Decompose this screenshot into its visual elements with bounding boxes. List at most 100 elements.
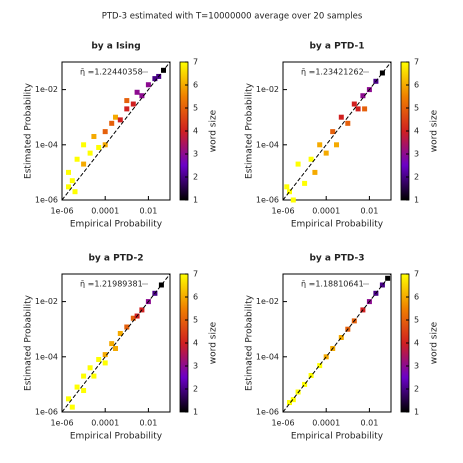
- colorbar-tick-label: 3: [414, 362, 419, 371]
- x-tick-label: 1e-06: [50, 419, 73, 428]
- colorbar-label: word size: [430, 321, 440, 364]
- scatter-point: [87, 150, 93, 156]
- scatter-point: [323, 354, 329, 360]
- scatter-point: [66, 184, 72, 190]
- x-tick-label: 0.0001: [312, 207, 340, 216]
- y-tick-label: 1e-06: [256, 196, 279, 205]
- scatter-point: [91, 373, 97, 379]
- colorbar-tick-label: 6: [414, 81, 419, 90]
- scatter-point: [290, 197, 296, 203]
- colorbar-tick-label: 3: [193, 362, 198, 371]
- diagonal-reference: [61, 61, 171, 201]
- y-tick-label: 1e-04: [256, 352, 279, 361]
- colorbar-tick-label: 2: [414, 385, 419, 394]
- scatter-point: [72, 189, 78, 195]
- scatter-point: [102, 142, 108, 148]
- scatter-point: [295, 161, 301, 167]
- scatter-point: [287, 189, 293, 195]
- colorbar-tick-label: 1: [193, 196, 198, 205]
- colorbar-tick-label: 1: [193, 408, 198, 417]
- y-tick-label: 1e-04: [256, 140, 279, 149]
- x-tick-label: 1e-06: [271, 419, 294, 428]
- scatter-point: [139, 93, 145, 99]
- scatter-point: [355, 106, 361, 112]
- y-tick-label: 1e-02: [256, 85, 279, 94]
- scatter-point: [338, 335, 344, 341]
- annotation: η̄ =1.21989381: [80, 280, 143, 289]
- scatter-point: [102, 129, 108, 135]
- scatter-point: [69, 178, 75, 184]
- scatter-point: [338, 114, 344, 120]
- colorbar-tick-label: 4: [414, 339, 419, 348]
- y-tick-label: 1e-04: [35, 140, 58, 149]
- scatter-point: [158, 282, 164, 288]
- scatter-point: [334, 142, 340, 148]
- colorbar-tick-label: 4: [193, 339, 198, 348]
- x-tick-label: 0.01: [139, 207, 157, 216]
- scatter-point: [87, 365, 93, 371]
- y-axis-label: Estimated Probability: [24, 82, 34, 179]
- colorbar-tick-label: 2: [193, 385, 198, 394]
- scatter-point: [323, 150, 329, 156]
- scatter-point: [81, 161, 87, 167]
- x-tick-label: 0.0001: [91, 207, 119, 216]
- colorbar-tick-label: 5: [193, 104, 198, 113]
- scatter-point: [113, 114, 119, 120]
- scatter-point: [317, 142, 323, 148]
- y-axis-label: Estimated Probability: [245, 82, 255, 179]
- scatter-point: [308, 373, 314, 379]
- panel-title: by a PTD-1: [309, 42, 364, 52]
- x-tick-label: 0.01: [139, 419, 157, 428]
- annotation: η̄ =1.22440358: [80, 68, 143, 77]
- colorbar-tick-label: 4: [193, 127, 198, 136]
- y-tick-label: 1e-02: [256, 297, 279, 306]
- scatter-point: [66, 169, 72, 175]
- annotation: η̄ =1.18810641: [301, 280, 364, 289]
- scatter-point: [152, 76, 158, 82]
- colorbar-tick-label: 7: [414, 58, 419, 67]
- plot-frame: [61, 61, 171, 201]
- panel-title: by a Ising: [91, 42, 140, 52]
- scatter-point: [345, 120, 351, 126]
- scatter-point: [312, 169, 318, 175]
- scatter-point: [284, 184, 290, 190]
- x-axis-label: Empirical Probability: [291, 220, 384, 230]
- scatter-point: [302, 381, 308, 387]
- scatter-point: [379, 70, 385, 76]
- y-tick-label: 1e-06: [256, 408, 279, 417]
- scatter-point: [109, 120, 115, 126]
- colorbar-tick-label: 7: [193, 270, 198, 279]
- plot-frame: [282, 61, 392, 201]
- scatter-point: [66, 396, 72, 402]
- scatter-point: [102, 352, 108, 358]
- scatter-point: [96, 144, 102, 150]
- scatter-point: [351, 101, 357, 107]
- colorbar-label: word size: [430, 109, 440, 152]
- scatter-point: [308, 156, 314, 162]
- panel-title: by a PTD-2: [88, 254, 143, 264]
- colorbar-tick-label: 1: [414, 196, 419, 205]
- y-tick-label: 1e-02: [35, 85, 58, 94]
- colorbar-tick-label: 6: [193, 81, 198, 90]
- x-tick-label: 0.0001: [312, 419, 340, 428]
- plot-frame: [282, 273, 392, 413]
- colorbar-tick-label: 1: [414, 408, 419, 417]
- colorbar-label: word size: [209, 321, 219, 364]
- scatter-point: [74, 156, 80, 162]
- x-tick-label: 0.01: [360, 419, 378, 428]
- scatter-point: [317, 363, 323, 369]
- colorbar-tick-label: 7: [193, 58, 198, 67]
- scatter-point: [117, 117, 123, 123]
- colorbar-tick-label: 2: [414, 173, 419, 182]
- x-tick-label: 0.01: [360, 207, 378, 216]
- y-tick-label: 1e-06: [35, 196, 58, 205]
- scatter-point: [124, 324, 130, 330]
- colorbar-tick-label: 3: [414, 150, 419, 159]
- y-tick-label: 1e-02: [35, 297, 58, 306]
- colorbar-tick-label: 7: [414, 270, 419, 279]
- scatter-point: [117, 330, 123, 336]
- scatter-point: [290, 397, 296, 403]
- x-tick-label: 1e-06: [271, 207, 294, 216]
- colorbar-label: word size: [209, 109, 219, 152]
